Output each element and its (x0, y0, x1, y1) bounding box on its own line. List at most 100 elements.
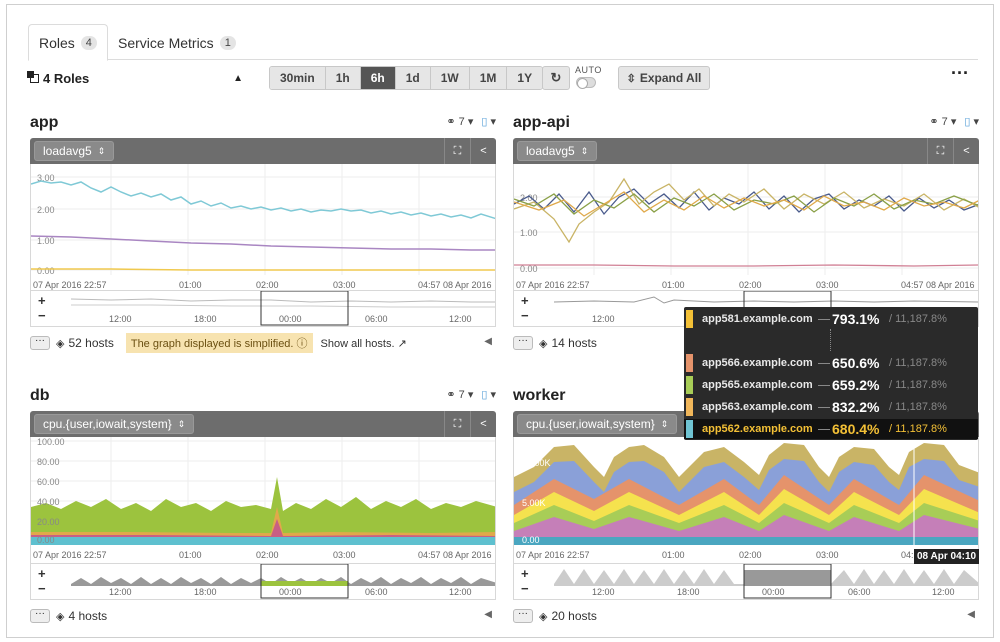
area-series (31, 537, 495, 545)
document-menu-button[interactable]: ▯ ▾ (481, 116, 496, 128)
share-button[interactable]: < (470, 411, 496, 437)
metric-select[interactable]: cpu.{user,iowait,system} ⇕ (517, 414, 678, 434)
zoom-in-button[interactable]: + (521, 566, 529, 581)
line-chart: 3.00 2.00 1.00 0.00 07 Apr 2016 22:57 01… (31, 164, 495, 290)
roles-stack-icon (27, 70, 39, 83)
collapse-arrow-icon[interactable]: ◀ (484, 609, 492, 620)
panel-tools: ⚭ 7 ▾ ▯ ▾ (929, 115, 979, 128)
zoom-in-button[interactable]: + (521, 293, 529, 308)
refresh-icon: ↻ (550, 70, 562, 85)
panel-footer: ··· ◈ 20 hosts ◀ (513, 607, 979, 625)
zoom-out-button[interactable]: − (521, 581, 529, 596)
more-menu-button[interactable]: ··· (951, 63, 969, 83)
x-tick-label: 04:57 08 Apr 2016 (901, 280, 975, 290)
cube-icon: ◈ (539, 337, 548, 350)
tooltip-row: app563.example.com 832.2% / 11,187.8% (684, 397, 978, 417)
range-1h-button[interactable]: 1h (325, 67, 361, 89)
tab-bar: Roles 4 Service Metrics 1 (28, 22, 978, 61)
zoom-out-button[interactable]: − (38, 581, 46, 596)
navigator-strip[interactable]: + − 12:00 18:00 00:00 06:00 12:00 (30, 291, 496, 327)
document-icon: ▯ (481, 389, 488, 401)
nav-tick-label: 12:00 (592, 587, 615, 597)
document-menu-button[interactable]: ▯ ▾ (481, 389, 496, 401)
footer-more-button[interactable]: ··· (30, 609, 50, 623)
panel-tools: ⚭ 7 ▾ ▯ ▾ (446, 388, 496, 401)
host-count[interactable]: ◈ 14 hosts (539, 336, 597, 350)
collapse-arrow-icon[interactable]: ◀ (967, 609, 975, 620)
host-count[interactable]: ◈ 4 hosts (56, 609, 107, 623)
y-tick-label: 2.00 (37, 205, 55, 215)
range-1w-button[interactable]: 1W (430, 67, 470, 89)
collapse-arrow-icon[interactable]: ◀ (484, 336, 492, 347)
select-updown-icon: ⇕ (660, 418, 669, 429)
metric-select-label: loadavg5 (526, 144, 575, 158)
y-tick-label: 20.00 (37, 517, 60, 527)
screenshot-button[interactable]: ⛶ (927, 138, 953, 164)
panel-title: db (30, 387, 50, 404)
tooltip-row: app565.example.com 659.2% / 11,187.8% (684, 375, 978, 395)
host-filter-button[interactable]: ⚭ 7 ▾ (446, 389, 474, 401)
tab-service-metrics-count: 1 (219, 35, 236, 50)
share-button[interactable]: < (470, 138, 496, 164)
chart-area[interactable]: 100.00 80.00 60.00 40.00 20.00 0.00 07 A… (30, 437, 496, 564)
zoom-out-button[interactable]: − (521, 308, 529, 323)
y-tick-label: 0.00 (520, 264, 538, 274)
show-all-hosts-link[interactable]: Show all hosts. ↗ (321, 337, 407, 350)
chart-area[interactable]: 10.00K 5.00K 0.00 07 Apr 2016 22:57 01:0… (513, 437, 979, 564)
x-tick-label: 02:00 (256, 550, 279, 560)
metric-select[interactable]: loadavg5 ⇕ (34, 141, 115, 161)
zoom-out-button[interactable]: − (38, 308, 46, 323)
x-tick-label: 07 Apr 2016 22:57 (33, 280, 107, 290)
tooltip-host: app562.example.com (702, 423, 813, 435)
navigator-window[interactable] (743, 564, 832, 599)
cube-icon: ◈ (539, 610, 548, 623)
range-6h-button[interactable]: 6h (360, 67, 396, 89)
simplified-notice-text: The graph displayed is simplified. (130, 338, 294, 350)
y-tick-label: 0.00 (522, 535, 540, 545)
host-filter-button[interactable]: ⚭ 7 ▾ (929, 116, 957, 128)
chart-area[interactable]: 3.00 2.00 1.00 0.00 07 Apr 2016 22:57 01… (30, 164, 496, 291)
tooltip-host: app563.example.com (702, 401, 813, 413)
range-1y-button[interactable]: 1Y (507, 67, 543, 89)
simplified-notice: The graph displayed is simplified. ⓘ (125, 333, 313, 353)
stacked-area-chart: 100.00 80.00 60.00 40.00 20.00 0.00 07 A… (31, 437, 495, 560)
metric-select[interactable]: cpu.{user,iowait,system} ⇕ (34, 414, 195, 434)
navigator-window[interactable] (260, 291, 349, 326)
tab-service-metrics[interactable]: Service Metrics 1 (108, 24, 246, 61)
refresh-button[interactable]: ↻ (542, 66, 570, 90)
chart-header: loadavg5 ⇕ ⛶ < (513, 138, 979, 164)
screenshot-button[interactable]: ⛶ (444, 411, 470, 437)
tooltip-total: / 11,187.8% (889, 313, 947, 325)
footer-more-button[interactable]: ··· (513, 609, 533, 623)
metric-select[interactable]: loadavg5 ⇕ (517, 141, 598, 161)
zoom-in-button[interactable]: + (38, 293, 46, 308)
host-count[interactable]: ◈ 52 hosts (56, 336, 114, 350)
footer-more-button[interactable]: ··· (513, 336, 533, 350)
share-button[interactable]: < (953, 138, 979, 164)
tooltip-connector (818, 384, 830, 386)
area-series (514, 537, 978, 545)
screenshot-button[interactable]: ⛶ (444, 138, 470, 164)
tab-roles[interactable]: Roles 4 (28, 24, 108, 61)
nav-tick-label: 12:00 (449, 587, 472, 597)
auto-refresh-toggle[interactable] (576, 77, 596, 89)
expand-all-button[interactable]: ⇳ Expand All (618, 66, 710, 90)
help-icon[interactable]: ⓘ (296, 338, 308, 350)
host-count-label: 52 hosts (68, 336, 114, 350)
footer-more-button[interactable]: ··· (30, 336, 50, 350)
chart-area[interactable]: 2.00 1.00 0.00 07 Apr 2016 22:57 01:00 0… (513, 164, 979, 291)
range-1m-button[interactable]: 1M (469, 67, 508, 89)
range-1d-button[interactable]: 1d (395, 67, 431, 89)
navigator-strip[interactable]: + − 12:00 18:00 00:00 06:00 12:00 (513, 564, 979, 600)
host-filter-button[interactable]: ⚭ 7 ▾ (446, 116, 474, 128)
zoom-in-button[interactable]: + (38, 566, 46, 581)
navigator-window[interactable] (260, 564, 349, 599)
tooltip-value: 659.2% (832, 377, 880, 393)
binoculars-icon: ⚭ (929, 116, 939, 128)
navigator-strip[interactable]: + − 12:00 18:00 00:00 06:00 12:00 (30, 564, 496, 600)
document-menu-button[interactable]: ▯ ▾ (964, 116, 979, 128)
range-30min-button[interactable]: 30min (270, 67, 326, 89)
navigator-chart: 12:00 18:00 00:00 06:00 12:00 (70, 291, 495, 326)
roles-select[interactable]: 4 Roles ▲ (27, 68, 245, 88)
host-count[interactable]: ◈ 20 hosts (539, 609, 597, 623)
